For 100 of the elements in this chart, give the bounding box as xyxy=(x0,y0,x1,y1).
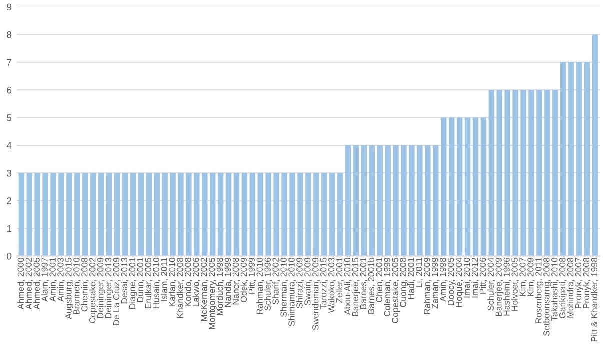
x-tick-label: Rahman, 2009 xyxy=(424,258,432,314)
bar xyxy=(584,62,590,256)
x-tick-label: Hoque, 2004 xyxy=(456,258,464,308)
bar xyxy=(345,145,352,256)
x-tick-label: Hashemi, 1996 xyxy=(504,258,511,316)
y-tick-label: 1 xyxy=(7,225,12,232)
x-tick-label: Holvoet, 2005 xyxy=(511,258,519,311)
x-tick-label: Rahman, 2010 xyxy=(256,258,264,314)
bar xyxy=(290,173,296,256)
x-tick-label: Husain, 2010 xyxy=(153,258,160,308)
bar xyxy=(361,145,368,256)
x-tick-label: Shirazi, 2009 xyxy=(296,258,304,308)
bar xyxy=(448,118,455,256)
bar xyxy=(234,173,240,256)
y-tick-label: 0 xyxy=(6,252,12,260)
bar xyxy=(512,90,518,256)
bar xyxy=(98,173,104,256)
y-tick-label: 7 xyxy=(7,59,12,66)
x-tick-label: Imai, 2010 xyxy=(464,258,472,298)
bar xyxy=(26,173,32,256)
x-tick-label: Kim, 2009 xyxy=(527,258,535,296)
y-tick-label: 4 xyxy=(6,142,12,149)
x-tick-label: Ahmed, 2002 xyxy=(26,258,34,310)
bar xyxy=(138,173,144,256)
x-tick-label: Deininger, 2013 xyxy=(105,258,114,318)
bar xyxy=(250,173,256,256)
bar xyxy=(440,118,447,256)
bar xyxy=(480,118,487,256)
bar xyxy=(266,173,272,256)
x-tick-label: Hadi, 2001 xyxy=(408,258,416,300)
x-tick-label: Sharif, 2002 xyxy=(272,258,280,304)
bar xyxy=(306,173,312,256)
y-tick-label: 3 xyxy=(6,170,12,177)
bar xyxy=(560,62,566,256)
bar xyxy=(202,173,208,256)
bar xyxy=(464,118,471,256)
bar xyxy=(552,90,558,256)
x-tick-label: Swendeman, 2009 xyxy=(312,258,320,330)
x-tick-label: Amin, 2001 xyxy=(49,258,57,302)
x-tick-label: Pitt, 2006 xyxy=(480,258,488,294)
x-tick-label: Schuler, 1996 xyxy=(264,258,272,311)
x-tick-label: Nanda, 1999 xyxy=(224,258,232,308)
bar xyxy=(170,173,176,256)
bar xyxy=(322,173,328,256)
bar xyxy=(74,173,80,256)
x-tick-label: Schuler, 2004 xyxy=(488,258,496,311)
bar xyxy=(42,173,48,256)
bar xyxy=(433,145,439,256)
bar xyxy=(329,173,336,256)
bar xyxy=(194,173,200,256)
bar xyxy=(298,173,304,256)
x-tick-label: Desai, 2013 xyxy=(121,258,129,304)
bar xyxy=(504,90,510,256)
x-tick-label: Amin, 2003 xyxy=(57,258,65,302)
x-tick-label: Ahmed, 2005 xyxy=(34,258,41,310)
bar xyxy=(154,173,160,256)
x-tick-label: Doocy, 2005 xyxy=(448,258,456,306)
bar xyxy=(106,173,112,256)
bar xyxy=(218,173,224,256)
bar xyxy=(488,90,495,256)
bar xyxy=(385,145,391,256)
bar xyxy=(520,90,526,256)
bar xyxy=(58,173,64,256)
bar xyxy=(66,173,72,256)
x-tick-label: Setboonsarng, 2008 xyxy=(543,258,552,336)
bar xyxy=(258,173,264,256)
x-tick-label: Shimamura, 2010 xyxy=(288,258,296,326)
x-tick-label: Khandker, 2008 xyxy=(176,258,184,318)
bar xyxy=(50,173,56,256)
x-tick-label: Ahmed, 2000 xyxy=(18,258,26,310)
x-tick-label: Tarozzi, 2015 xyxy=(320,258,328,310)
bar xyxy=(226,173,232,256)
bar xyxy=(274,173,280,256)
bar xyxy=(393,145,399,256)
x-tick-label: Copestake, 2002 xyxy=(89,258,98,324)
y-tick-label: 8 xyxy=(7,31,12,38)
bar xyxy=(353,145,360,256)
x-tick-label: Islam, 2011 xyxy=(160,258,168,302)
bar xyxy=(18,173,25,256)
bar xyxy=(186,173,192,256)
x-tick-label: Sherman, 2010 xyxy=(280,258,288,318)
bar xyxy=(377,145,383,256)
x-tick-label: Swain, 2009 xyxy=(304,258,312,306)
x-tick-label: Garikipati, 2008 xyxy=(559,258,568,318)
x-tick-label: Abou-Ali, 2010 xyxy=(344,258,352,315)
x-tick-label: Wakoko, 2003 xyxy=(328,258,336,314)
bar xyxy=(401,145,407,256)
x-tick-label: Barnes, 2001b xyxy=(368,258,376,314)
x-tick-label: Augsburg, 2015 xyxy=(65,258,74,320)
x-tick-label: Chemin, 2008 xyxy=(81,258,89,312)
x-tick-label: Chen, 2001 xyxy=(376,258,384,302)
bar xyxy=(425,145,431,256)
x-tick-label: Cuong, 2008 xyxy=(400,258,408,308)
x-tick-label: Zaman, 1999 xyxy=(432,258,440,309)
bar xyxy=(282,173,288,256)
bar xyxy=(496,90,502,256)
y-tick-label: 9 xyxy=(7,4,12,11)
x-tick-label: Pitt, 1999 xyxy=(248,258,256,294)
y-tick-label: 6 xyxy=(7,86,12,94)
x-tick-label: Pitt & Khandker, 1998 xyxy=(591,258,599,342)
